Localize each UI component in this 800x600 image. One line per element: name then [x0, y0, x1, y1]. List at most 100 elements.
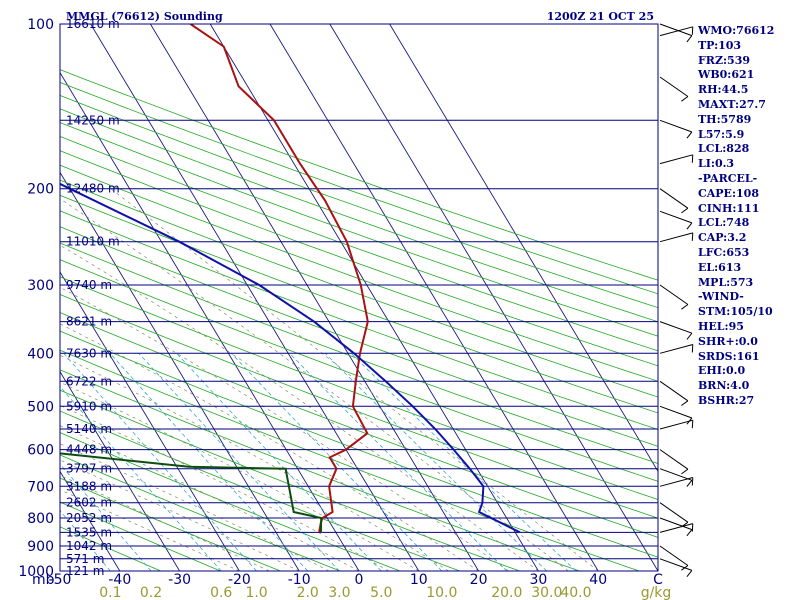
pressure-label: 500 — [27, 399, 54, 415]
chart-time: 1200Z 21 OCT 25 — [547, 10, 654, 23]
sounding-index: -WIND- — [698, 290, 744, 304]
temperature-tick-label: -40 — [108, 572, 131, 588]
temperature-tick-label: 0 — [355, 572, 364, 588]
temperature-tick-label: -20 — [228, 572, 251, 588]
sounding-index: WMO:76612 — [698, 24, 775, 37]
pressure-label: 600 — [27, 443, 54, 459]
wind-barb — [659, 468, 693, 481]
wind-barb-flag — [681, 207, 689, 214]
isotherm-line — [269, 24, 599, 571]
wind-barb-flag — [686, 222, 693, 230]
sounding-indices: WMO:76612 TP:103 FRZ:539 WB0:621 RH:44.5 MAXT… — [698, 24, 798, 414]
wind-barb-flag — [686, 332, 693, 340]
dry-adiabat-line — [60, 164, 658, 382]
temperature-tick-label: 40 — [589, 572, 607, 588]
pressure-label: 100 — [27, 17, 54, 33]
sounding-index: LI:0.3 — [698, 157, 735, 171]
sounding-index: CINH:111 — [698, 201, 760, 215]
height-label: 5910 m — [66, 399, 112, 413]
sounding-index: BSHR:27 — [698, 393, 755, 407]
sounding-index: CAP:3.2 — [698, 231, 747, 245]
wind-barb — [659, 23, 693, 37]
moist-adiabat-line — [60, 459, 300, 571]
mixing-ratio-label: 0.6 — [210, 585, 232, 600]
sounding-index: TP:103 — [698, 38, 742, 52]
sounding-index: RH:44.5 — [698, 83, 749, 97]
sounding-index: TH:5789 — [698, 112, 752, 126]
wind-barb — [659, 210, 693, 224]
isotherm-line — [150, 24, 479, 571]
mixing-ratio-label: 0.1 — [99, 585, 121, 600]
wind-barb — [659, 419, 693, 430]
height-label: 5140 m — [66, 422, 112, 436]
dry-adiabat-line — [60, 226, 658, 447]
wind-barb-flag — [686, 570, 693, 578]
wind-barb — [659, 545, 689, 566]
sounding-index: LCL:828 — [698, 142, 750, 156]
sounding-index: L57:5.9 — [698, 127, 745, 141]
height-label: 4448 m — [66, 443, 112, 457]
sounding-index: BRN:4.0 — [698, 379, 750, 393]
moist-adiabat-line — [60, 244, 539, 571]
pressure-label: 200 — [27, 182, 54, 198]
wind-barb — [659, 523, 693, 533]
dry-adiabat-line — [60, 259, 658, 482]
moist-adiabat-line — [60, 474, 270, 571]
mb-axis-label: mb — [32, 572, 55, 588]
wind-barb — [659, 321, 693, 334]
height-label: 8621 m — [66, 315, 112, 329]
height-label: 7630 m — [66, 346, 112, 360]
wind-barb-flag — [691, 477, 694, 486]
dry-adiabat-line — [60, 210, 658, 430]
height-label: 14250 m — [66, 113, 120, 127]
wind-barb-flag — [691, 26, 694, 35]
sounding-index: -PARCEL- — [698, 171, 758, 185]
wind-barb-flag — [686, 35, 693, 43]
height-label: 9740 m — [66, 278, 112, 292]
wind-barb — [659, 26, 693, 37]
dewpoint-profile — [60, 452, 323, 533]
wind-barb-flag — [686, 529, 693, 537]
wind-barb — [659, 502, 689, 523]
height-label: 3188 m — [66, 479, 112, 493]
wind-barb-flag — [691, 232, 694, 241]
dry-adiabat-line — [60, 135, 658, 352]
wind-barb — [659, 284, 689, 305]
dry-adiabat-line — [60, 69, 658, 281]
mixing-ratio-line — [138, 353, 340, 571]
dry-adiabat-line — [60, 179, 658, 398]
isotherm-line — [389, 24, 658, 473]
moist-adiabat-line — [60, 198, 569, 571]
pressure-label: 400 — [27, 346, 54, 362]
wind-barb-flag — [681, 468, 689, 475]
sounding-index: EL:613 — [698, 260, 742, 274]
mixing-ratio-label: 10.0 — [426, 585, 457, 600]
dry-adiabat-line — [60, 194, 658, 414]
wind-barb — [659, 344, 693, 354]
wind-barb-flag — [681, 304, 689, 310]
height-label: 1535 m — [66, 525, 112, 539]
mixing-ratio-line — [289, 353, 508, 571]
isotherm-line — [60, 71, 360, 571]
sounding-index: FRZ:539 — [698, 53, 751, 67]
height-label: 121 m — [66, 564, 104, 578]
sounding-index: MPL:573 — [698, 275, 754, 289]
isotherm-line — [60, 271, 240, 571]
dry-adiabat-line — [60, 276, 658, 500]
height-label: 2052 m — [66, 511, 112, 525]
pressure-label: 300 — [27, 278, 54, 294]
wind-barb — [659, 380, 689, 402]
sounding-index: MAXT:27.7 — [698, 97, 766, 111]
sounding-index: LCL:748 — [698, 216, 750, 230]
wind-barb-flag — [691, 420, 694, 429]
height-label: 571 m — [66, 552, 104, 566]
mixing-ratio-units: g/kg — [641, 585, 672, 600]
mixing-ratio-label: 20.0 — [491, 585, 522, 600]
sounding-index: WB0:621 — [698, 68, 755, 82]
plot-frame — [59, 23, 659, 572]
sounding-index: LFC:653 — [698, 245, 750, 259]
height-label: 1042 m — [66, 539, 112, 553]
dry-adiabat-line — [60, 294, 658, 519]
pressure-label: 900 — [27, 539, 54, 555]
moist-adiabat-line — [110, 188, 599, 571]
